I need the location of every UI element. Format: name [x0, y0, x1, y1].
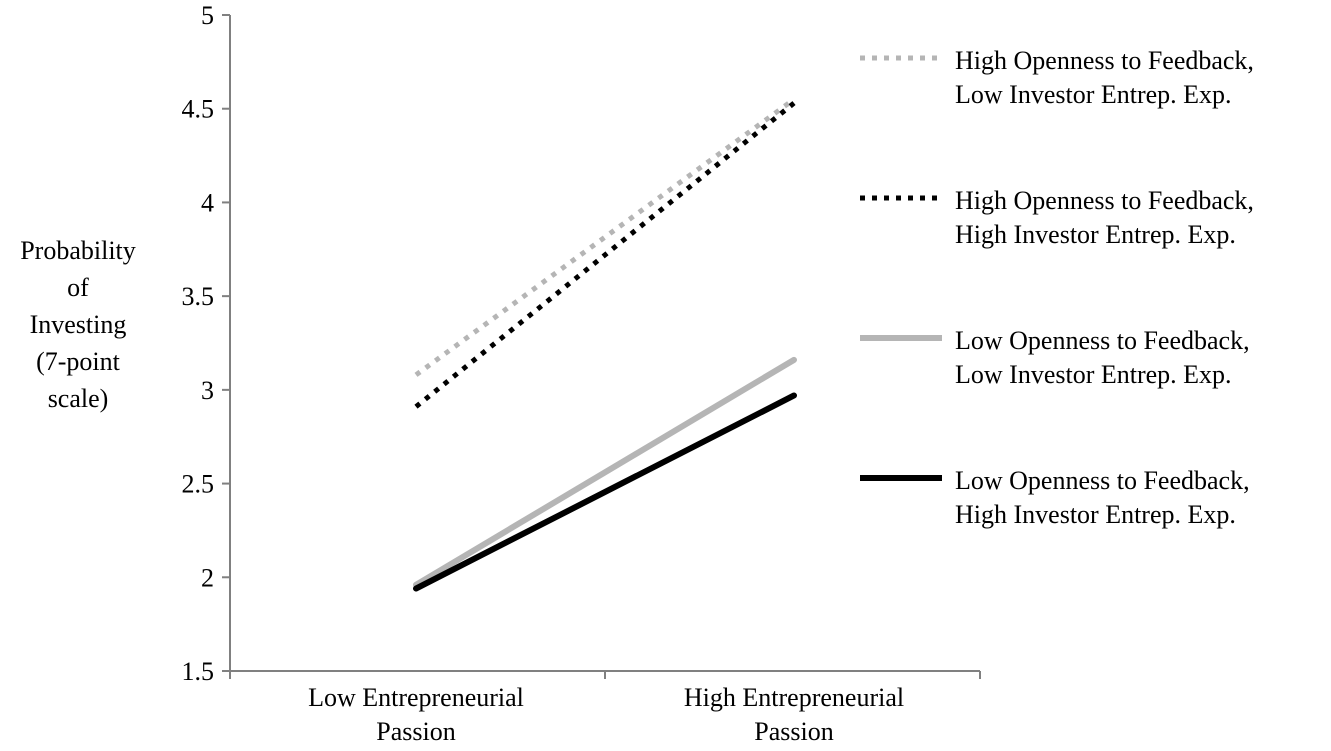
x-tick-label: High Entrepreneurial — [684, 683, 904, 712]
legend-label: Low Investor Entrep. Exp. — [955, 360, 1232, 389]
y-axis-label-line: scale) — [48, 384, 109, 413]
y-axis-label-line: of — [67, 273, 89, 302]
chart-axes: 1.5 2 2.5 3 3.5 4 4.5 5 Low Entrepreneurial Passi… — [182, 1, 981, 746]
legend-label: Low Openness to Feedback, — [955, 466, 1250, 495]
data-point — [794, 99, 795, 100]
data-point — [794, 103, 795, 104]
legend-label: High Investor Entrep. Exp. — [955, 500, 1236, 529]
legend-label: High Openness to Feedback, — [955, 186, 1254, 215]
series-line-4 — [413, 392, 797, 592]
y-tick-label: 2 — [201, 563, 214, 592]
y-tick-label: 2.5 — [182, 470, 215, 499]
x-tick-label: Low Entrepreneurial — [308, 683, 524, 712]
data-point — [416, 374, 417, 375]
series-line-1 — [414, 97, 796, 377]
data-point — [794, 395, 795, 396]
legend-label: Low Openness to Feedback, — [955, 326, 1250, 355]
y-axis-label-line: Investing — [30, 310, 127, 339]
y-axis-label-line: (7-point — [36, 347, 121, 376]
y-tick-label: 4.5 — [182, 95, 215, 124]
x-tick-label: Passion — [376, 717, 455, 746]
y-axis-label-line: Probability — [20, 236, 136, 265]
data-point — [794, 359, 795, 360]
y-tick-label: 3 — [201, 376, 214, 405]
legend-label: High Investor Entrep. Exp. — [955, 220, 1236, 249]
x-tick-label: Passion — [754, 717, 833, 746]
data-point — [416, 588, 417, 589]
y-tick-label: 1.5 — [182, 657, 215, 686]
chart-series — [413, 97, 797, 592]
chart-legend: High Openness to Feedback, Low Investor E… — [860, 46, 1254, 529]
data-point — [416, 406, 417, 407]
y-tick-label: 5 — [201, 1, 214, 30]
series-line-3 — [413, 356, 797, 588]
legend-label: Low Investor Entrep. Exp. — [955, 80, 1232, 109]
series-line-2 — [414, 101, 796, 409]
y-tick-label: 3.5 — [182, 282, 215, 311]
y-axis-label: Probability of Investing (7-point scale) — [20, 236, 136, 413]
y-tick-label: 4 — [201, 188, 214, 217]
legend-label: High Openness to Feedback, — [955, 46, 1254, 75]
